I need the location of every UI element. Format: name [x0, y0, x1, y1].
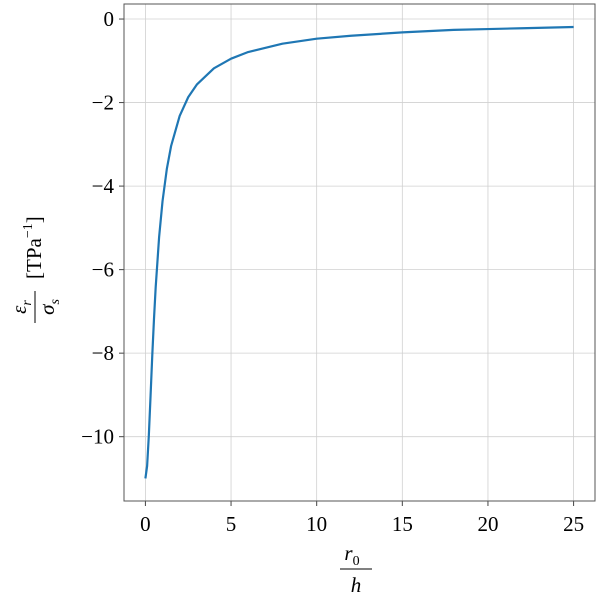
y-label-sub: r: [20, 300, 35, 306]
x-axis-label: r0 h: [340, 541, 372, 597]
x-tick-label: 20: [477, 512, 498, 536]
y-label-unit-text: [TPa: [22, 238, 46, 280]
y-tick-label: −4: [92, 174, 115, 198]
x-tick-label: 10: [306, 512, 327, 536]
x-label-denominator: h: [351, 573, 362, 597]
y-label-den-sub: s: [48, 299, 63, 305]
y-tick-label: −10: [81, 425, 114, 449]
y-label-den-var: σ: [35, 303, 59, 315]
x-tick-label: 15: [392, 512, 413, 536]
x-label-var: r: [344, 541, 353, 565]
y-label-var: ε: [7, 305, 31, 314]
y-axis-label: εr σs [TPa−1]: [7, 216, 63, 323]
x-tick-label: 5: [226, 512, 237, 536]
y-label-unit: [TPa−1]: [21, 216, 46, 279]
axes-frame: [123, 3, 596, 502]
x-tick-label: 0: [140, 512, 151, 536]
y-label-numerator: εr: [7, 300, 35, 314]
y-tick-label: −6: [92, 258, 114, 282]
y-tick-label: −2: [92, 91, 114, 115]
plot-area: 0 5 10 15 20 25 −10 −8 −6 −4 −2 0: [81, 3, 596, 536]
line-series: [144, 25, 574, 479]
x-label-numerator: r0: [344, 541, 359, 569]
y-tick-label: 0: [104, 7, 115, 31]
y-label-unit-end: ]: [22, 216, 46, 223]
y-label-denominator: σs: [35, 299, 63, 315]
y-tick-label: −8: [92, 341, 114, 365]
x-label-sub: 0: [353, 554, 360, 569]
y-label-unit-sup: −1: [21, 223, 36, 238]
x-tick-label: 25: [563, 512, 584, 536]
